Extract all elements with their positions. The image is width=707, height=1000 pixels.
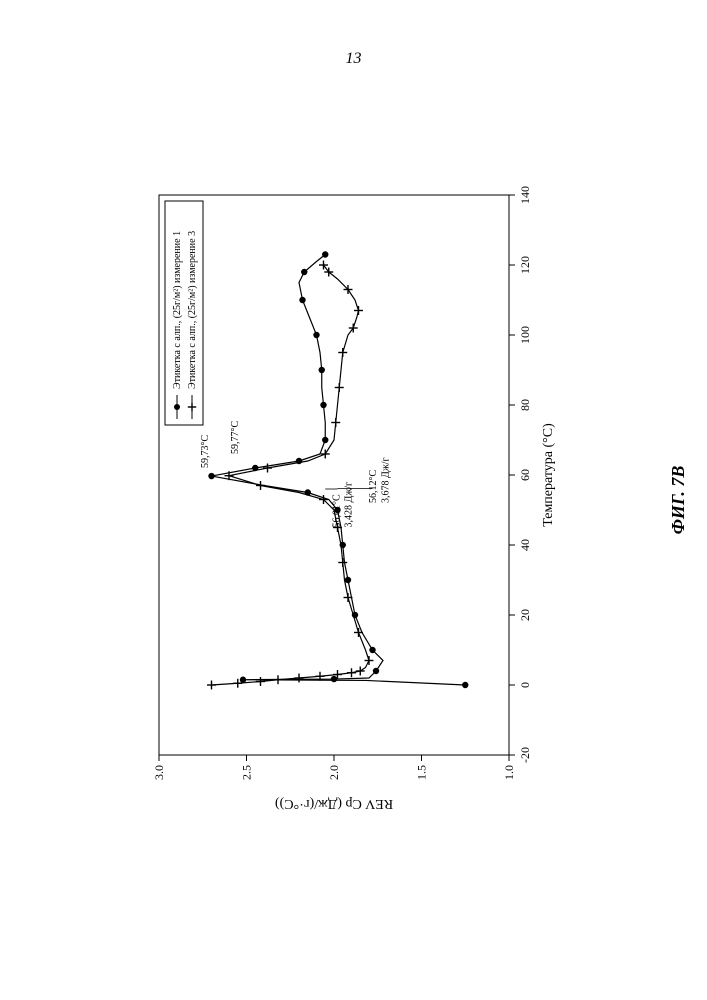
- svg-text:20: 20: [518, 609, 532, 621]
- svg-text:140: 140: [518, 186, 532, 204]
- page-number: 13: [0, 50, 707, 68]
- svg-text:40: 40: [518, 539, 532, 551]
- svg-text:Этикетка с алп., (25г/м²) изме: Этикетка с алп., (25г/м²) измерение 3: [187, 231, 198, 389]
- figure-caption: ФИГ. 7B: [667, 466, 688, 535]
- svg-text:1.5: 1.5: [414, 765, 428, 780]
- chart-container: -20 0 20 40 60 80 100 120 140 1.0 1.5 2.0 2.5 3.0 Темп…: [144, 180, 564, 820]
- svg-text:Этикетка с алп., (25г/м²) изме: Этикетка с алп., (25г/м²) измерение 1: [172, 231, 183, 389]
- svg-text:56,12°C: 56,12°C: [368, 470, 379, 503]
- svg-text:56,01°C: 56,01°C: [331, 494, 342, 527]
- page: 13 -20 0 20 40 60 80 100 120 140 1.0 1.5 2.0 2.5 3.0 Т…: [0, 0, 707, 1000]
- svg-text:80: 80: [518, 399, 532, 411]
- svg-text:120: 120: [518, 256, 532, 274]
- svg-text:59,77°C: 59,77°C: [229, 421, 240, 454]
- svg-text:3.0: 3.0: [152, 765, 166, 780]
- svg-text:60: 60: [518, 469, 532, 481]
- svg-text:0: 0: [518, 682, 532, 688]
- svg-text:1.0: 1.0: [502, 765, 516, 780]
- svg-text:Температура (°C): Температура (°C): [541, 423, 556, 527]
- svg-text:100: 100: [518, 326, 532, 344]
- svg-text:2.5: 2.5: [239, 765, 253, 780]
- svg-text:59,73°C: 59,73°C: [200, 435, 211, 468]
- svg-text:-20: -20: [518, 747, 532, 763]
- svg-text:3,678 Дж/г: 3,678 Дж/г: [380, 457, 391, 503]
- dsc-chart: -20 0 20 40 60 80 100 120 140 1.0 1.5 2.0 2.5 3.0 Темп…: [144, 180, 564, 820]
- svg-text:2.0: 2.0: [327, 765, 341, 780]
- svg-text:REV Cp (Дж/(г·°C)): REV Cp (Дж/(г·°C)): [274, 796, 393, 811]
